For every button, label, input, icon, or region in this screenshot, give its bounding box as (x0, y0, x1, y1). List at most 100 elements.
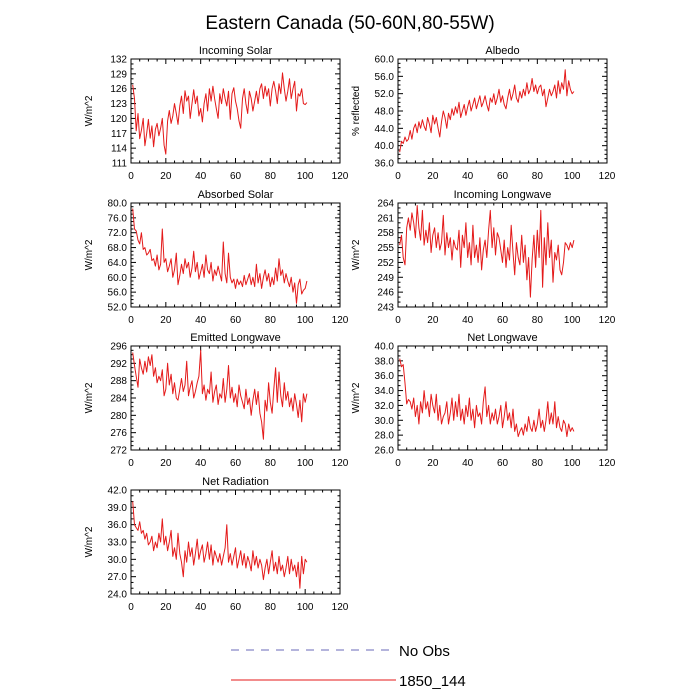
y-tick-label: 129 (110, 69, 127, 80)
y-tick-label: 44.0 (375, 124, 395, 135)
x-tick-label: 20 (427, 171, 439, 182)
y-axis-label: W/m^2 (84, 382, 95, 413)
y-axis-label: W/m^2 (351, 239, 362, 270)
y-tick-label: 30.0 (108, 555, 128, 566)
x-tick-label: 80 (532, 171, 544, 182)
x-tick-label: 0 (395, 171, 401, 182)
y-tick-label: 120 (110, 114, 127, 125)
x-tick-label: 80 (265, 171, 277, 182)
y-tick-label: 284 (110, 394, 127, 405)
plot-frame (130, 58, 341, 164)
x-tick-label: 60 (230, 315, 242, 326)
y-tick-label: 60.0 (375, 55, 395, 66)
y-tick-label: 132 (110, 55, 127, 66)
x-tick-label: 0 (395, 315, 401, 326)
x-tick-label: 0 (395, 458, 401, 469)
x-tick-label: 120 (332, 458, 349, 469)
x-tick-label: 120 (599, 315, 616, 326)
x-tick-label: 80 (265, 602, 277, 613)
y-tick-label: 280 (110, 411, 127, 422)
y-tick-label: 27.0 (108, 572, 128, 583)
y-tick-label: 40.0 (375, 141, 395, 152)
y-tick-label: 246 (377, 288, 394, 299)
x-tick-label: 20 (427, 315, 439, 326)
y-tick-label: 52.0 (108, 303, 128, 314)
y-tick-label: 111 (112, 159, 128, 170)
y-tick-label: 60.0 (108, 273, 128, 284)
series-line-1850-144 (132, 501, 308, 589)
series-line-1850-144 (399, 205, 575, 298)
x-tick-label: 40 (462, 171, 474, 182)
x-tick-label: 100 (564, 171, 581, 182)
x-tick-label: 40 (195, 602, 207, 613)
x-tick-label: 60 (230, 171, 242, 182)
y-axis-label: W/m^2 (84, 95, 95, 126)
y-tick-label: 48.0 (375, 107, 395, 118)
y-tick-label: 64.0 (108, 258, 128, 269)
y-tick-label: 261 (377, 213, 394, 224)
main-title: Eastern Canada (50-60N,80-55W) (205, 13, 494, 34)
x-tick-label: 100 (297, 458, 314, 469)
plot-frame (397, 345, 608, 451)
y-tick-label: 76.0 (108, 213, 128, 224)
series-line-1850-144 (399, 358, 575, 438)
panel-absorbed-solar: Absorbed Solar W/m^2 0 20 40 60 80 100 120 52.0 56… (84, 189, 349, 326)
panel-incoming-longwave: Incoming Longwave W/m^2 0 20 40 60 80 100 120 243… (351, 189, 616, 326)
x-tick-label: 20 (160, 171, 172, 182)
x-tick-label: 40 (195, 315, 207, 326)
y-tick-label: 258 (377, 228, 394, 239)
y-tick-label: 56.0 (108, 288, 128, 299)
panel-title: Albedo (485, 45, 519, 57)
legend-label-1850-144: 1850_144 (399, 673, 466, 690)
x-tick-label: 60 (497, 171, 509, 182)
y-tick-label: 33.0 (108, 538, 128, 549)
x-tick-label: 40 (195, 458, 207, 469)
panel-albedo: Albedo % reflected 0 20 40 60 80 100 120 36.0 40.0… (351, 45, 616, 182)
y-tick-label: 80.0 (108, 199, 128, 210)
x-tick-label: 20 (160, 315, 172, 326)
panel-title: Net Radiation (202, 476, 269, 488)
x-tick-label: 60 (497, 315, 509, 326)
y-axis-label: W/m^2 (84, 526, 95, 557)
x-tick-label: 20 (160, 458, 172, 469)
y-tick-label: 36.0 (375, 371, 395, 382)
panel-net-longwave: Net Longwave W/m^2 0 20 40 60 80 100 120 26.0 28.0… (351, 332, 616, 469)
legend-label-no-obs: No Obs (399, 643, 450, 660)
y-tick-label: 52.0 (375, 89, 395, 100)
legend-entry-no-obs: No Obs (231, 643, 450, 660)
panel-title: Incoming Longwave (454, 189, 552, 201)
x-tick-label: 60 (230, 602, 242, 613)
x-tick-label: 0 (128, 315, 134, 326)
x-tick-label: 120 (599, 171, 616, 182)
legend-entry-1850-144: 1850_144 (231, 673, 466, 690)
x-tick-label: 20 (427, 458, 439, 469)
series-line-1850-144 (132, 349, 308, 440)
x-tick-label: 40 (462, 458, 474, 469)
legend: No Obs 1850_144 (231, 643, 466, 690)
x-tick-label: 120 (599, 458, 616, 469)
plot-frame (397, 202, 608, 308)
x-tick-label: 0 (128, 602, 134, 613)
x-tick-label: 40 (462, 315, 474, 326)
y-tick-label: 288 (110, 376, 127, 387)
x-tick-label: 80 (532, 458, 544, 469)
series-line-1850-144 (132, 208, 308, 304)
y-tick-label: 39.0 (108, 503, 128, 514)
x-tick-label: 100 (564, 458, 581, 469)
y-tick-label: 28.0 (375, 431, 395, 442)
series-line-1850-144 (132, 72, 308, 155)
y-axis-label: % reflected (351, 86, 362, 136)
x-tick-label: 100 (297, 171, 314, 182)
y-tick-label: 32.0 (375, 401, 395, 412)
y-tick-label: 68.0 (108, 243, 128, 254)
series-line-1850-144 (399, 69, 575, 153)
y-tick-label: 36.0 (375, 159, 395, 170)
y-axis-label: W/m^2 (84, 239, 95, 270)
y-tick-label: 24.0 (108, 590, 128, 601)
y-tick-label: 264 (377, 199, 394, 210)
panel-emitted-longwave: Emitted Longwave W/m^2 0 20 40 60 80 100 120 272 2… (84, 332, 349, 469)
y-tick-label: 26.0 (375, 446, 395, 457)
plot-frame (130, 202, 341, 308)
y-tick-label: 255 (377, 243, 394, 254)
